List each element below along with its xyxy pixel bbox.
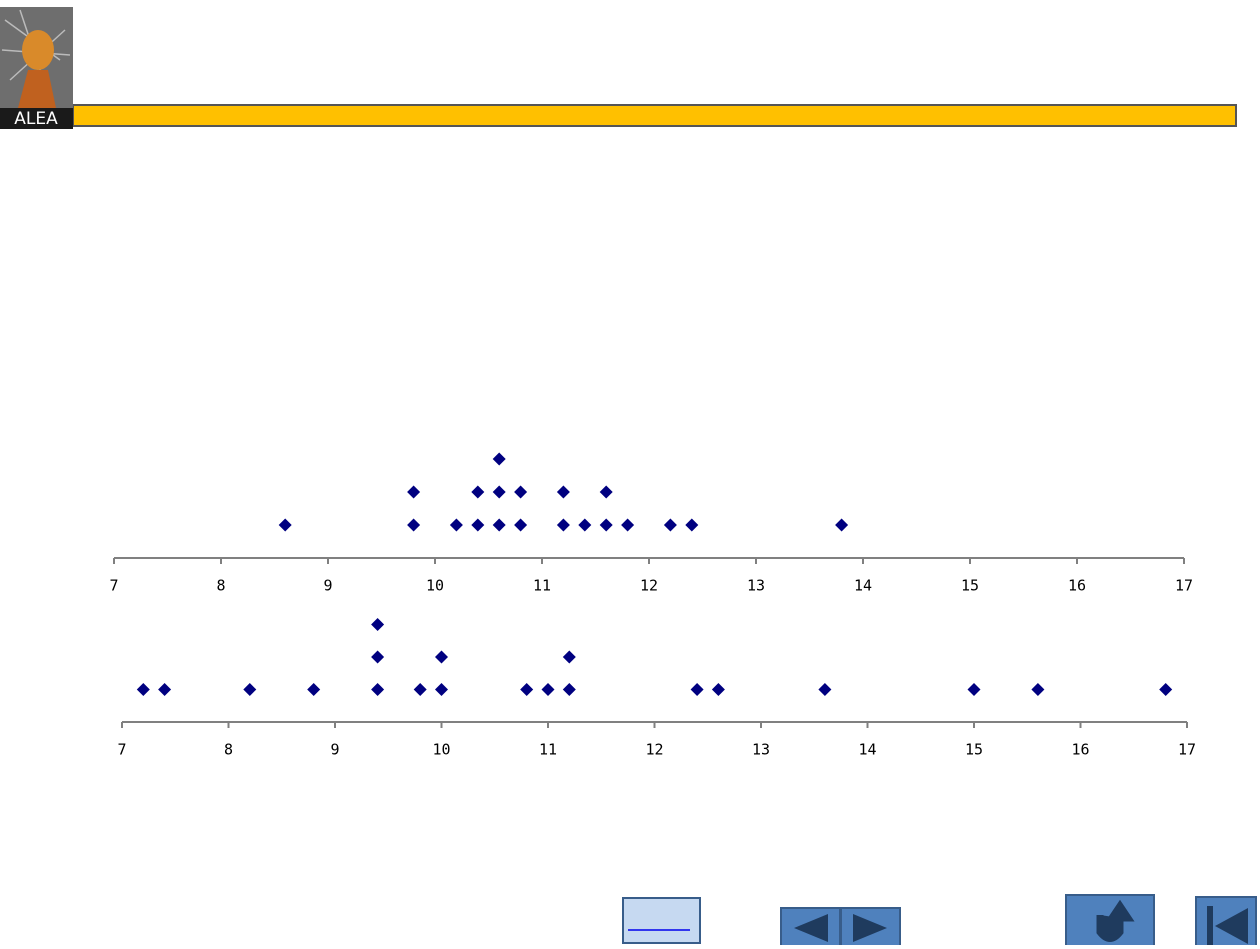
data-point <box>1031 683 1045 696</box>
x-tick-label: 8 <box>224 741 233 759</box>
data-point <box>136 683 150 696</box>
data-point <box>562 650 576 664</box>
x-tick-label: 11 <box>539 741 557 759</box>
header-bar <box>72 104 1237 127</box>
data-point <box>278 518 292 532</box>
data-point <box>413 683 427 696</box>
data-point <box>471 518 485 532</box>
nav-buttons <box>622 894 1257 949</box>
data-point <box>307 683 321 696</box>
x-tick-label: 15 <box>961 577 979 595</box>
data-point <box>514 518 528 532</box>
next-icon <box>853 914 887 942</box>
data-point <box>690 683 704 696</box>
x-tick-label: 10 <box>426 577 444 595</box>
data-point <box>520 683 534 696</box>
data-point <box>599 485 613 499</box>
x-tick-label: 13 <box>747 577 765 595</box>
data-point <box>541 683 555 696</box>
data-point <box>562 683 576 696</box>
data-point <box>685 518 699 532</box>
data-point <box>967 683 981 696</box>
x-tick-label: 17 <box>1175 577 1193 595</box>
data-point <box>492 452 506 466</box>
first-bar <box>1207 906 1213 946</box>
logo-label-bg <box>0 108 73 129</box>
data-point <box>371 650 385 664</box>
data-point <box>514 485 528 499</box>
x-tick-label: 7 <box>117 741 126 759</box>
return-icon <box>1096 899 1135 942</box>
data-point <box>1159 683 1173 696</box>
logo-body <box>18 70 56 108</box>
data-point <box>556 485 570 499</box>
data-point <box>471 485 485 499</box>
data-point <box>599 518 613 532</box>
data-point <box>556 518 570 532</box>
x-tick-label: 14 <box>854 577 872 595</box>
data-point <box>818 683 832 696</box>
x-tick-label: 16 <box>1071 741 1089 759</box>
logo: ALEA <box>0 7 73 129</box>
data-point <box>371 618 385 631</box>
data-point <box>407 485 421 499</box>
x-tick-label: 14 <box>858 741 876 759</box>
x-tick-label: 17 <box>1178 741 1196 759</box>
data-point <box>435 650 448 664</box>
data-point <box>835 518 849 532</box>
x-tick-label: 15 <box>965 741 983 759</box>
x-tick-label: 12 <box>640 577 658 595</box>
logo-text: ALEA <box>14 109 58 129</box>
x-tick-label: 12 <box>645 741 663 759</box>
x-tick-label: 9 <box>323 577 332 595</box>
data-point <box>711 683 725 696</box>
logo-head <box>22 30 54 70</box>
data-point <box>371 683 385 696</box>
data-point <box>578 518 592 532</box>
x-tick-label: 11 <box>533 577 551 595</box>
x-tick-label: 9 <box>330 741 339 759</box>
data-point <box>621 518 635 532</box>
x-tick-label: 10 <box>432 741 450 759</box>
x-tick-label: 13 <box>752 741 770 759</box>
data-point <box>492 518 506 532</box>
x-tick-label: 7 <box>109 577 118 595</box>
first-icon <box>1215 908 1248 944</box>
data-point <box>158 683 172 696</box>
link-button[interactable] <box>622 897 701 944</box>
data-point <box>407 518 421 532</box>
data-point <box>663 518 677 532</box>
x-tick-label: 8 <box>216 577 225 595</box>
x-tick-label: 16 <box>1068 577 1086 595</box>
data-point <box>243 683 257 696</box>
prev-icon <box>794 914 828 942</box>
data-point <box>492 485 506 499</box>
data-point <box>435 683 448 696</box>
data-point <box>449 518 463 532</box>
